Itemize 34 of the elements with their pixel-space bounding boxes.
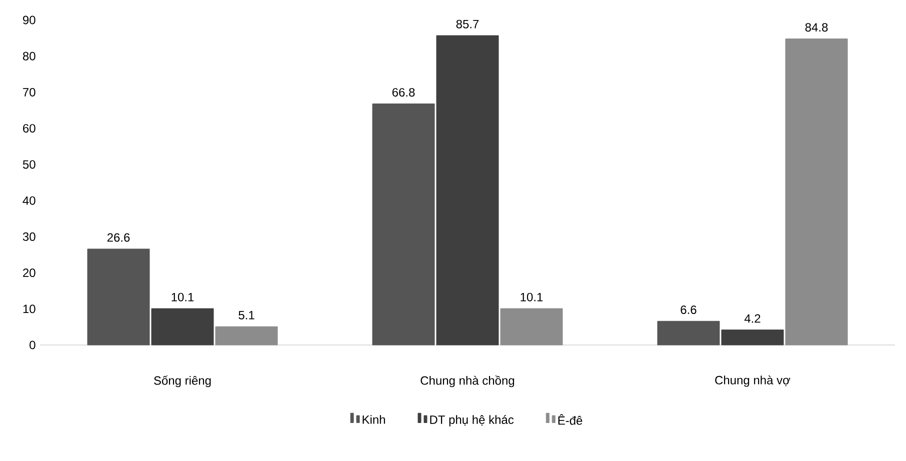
legend-label: Ê-đê xyxy=(558,414,582,425)
bar xyxy=(436,35,499,346)
data-label: 85.7 xyxy=(456,20,479,28)
bar xyxy=(785,38,848,346)
legend-label: Kinh xyxy=(362,415,385,424)
data-label: 10.1 xyxy=(172,292,194,302)
data-label: 5.1 xyxy=(238,311,254,320)
bar xyxy=(721,330,784,346)
bar xyxy=(215,326,278,346)
bar xyxy=(87,248,150,346)
y-tick-label: 50 xyxy=(22,160,36,169)
y-tick-label: 80 xyxy=(22,52,36,60)
y-tick-label: 70 xyxy=(23,88,36,96)
bar xyxy=(657,320,720,346)
data-label: 10.1 xyxy=(520,292,543,302)
data-label: 66.8 xyxy=(392,88,415,97)
y-tick-label: 40 xyxy=(22,196,36,205)
data-label: 4.2 xyxy=(744,314,760,323)
bar xyxy=(151,308,214,346)
data-label: 26.6 xyxy=(107,233,130,242)
x-tick-label: Chung nhà vợ xyxy=(715,375,790,387)
y-tick-label: 10 xyxy=(23,304,36,314)
y-tick-label: 60 xyxy=(23,124,36,133)
y-tick-label: 30 xyxy=(22,232,36,241)
x-tick-label: Chung nhà chồng xyxy=(420,375,514,388)
x-tick-label: Sống riêng xyxy=(154,375,211,388)
bar xyxy=(372,104,435,346)
y-tick-label: 20 xyxy=(23,268,36,278)
legend-label: DT phụ hệ khác xyxy=(430,415,514,426)
bar xyxy=(500,308,563,346)
data-label: 6.6 xyxy=(680,305,696,314)
y-tick-label: 0 xyxy=(30,340,36,350)
data-label: 84.8 xyxy=(805,23,828,32)
y-tick-label: 90 xyxy=(23,16,36,24)
